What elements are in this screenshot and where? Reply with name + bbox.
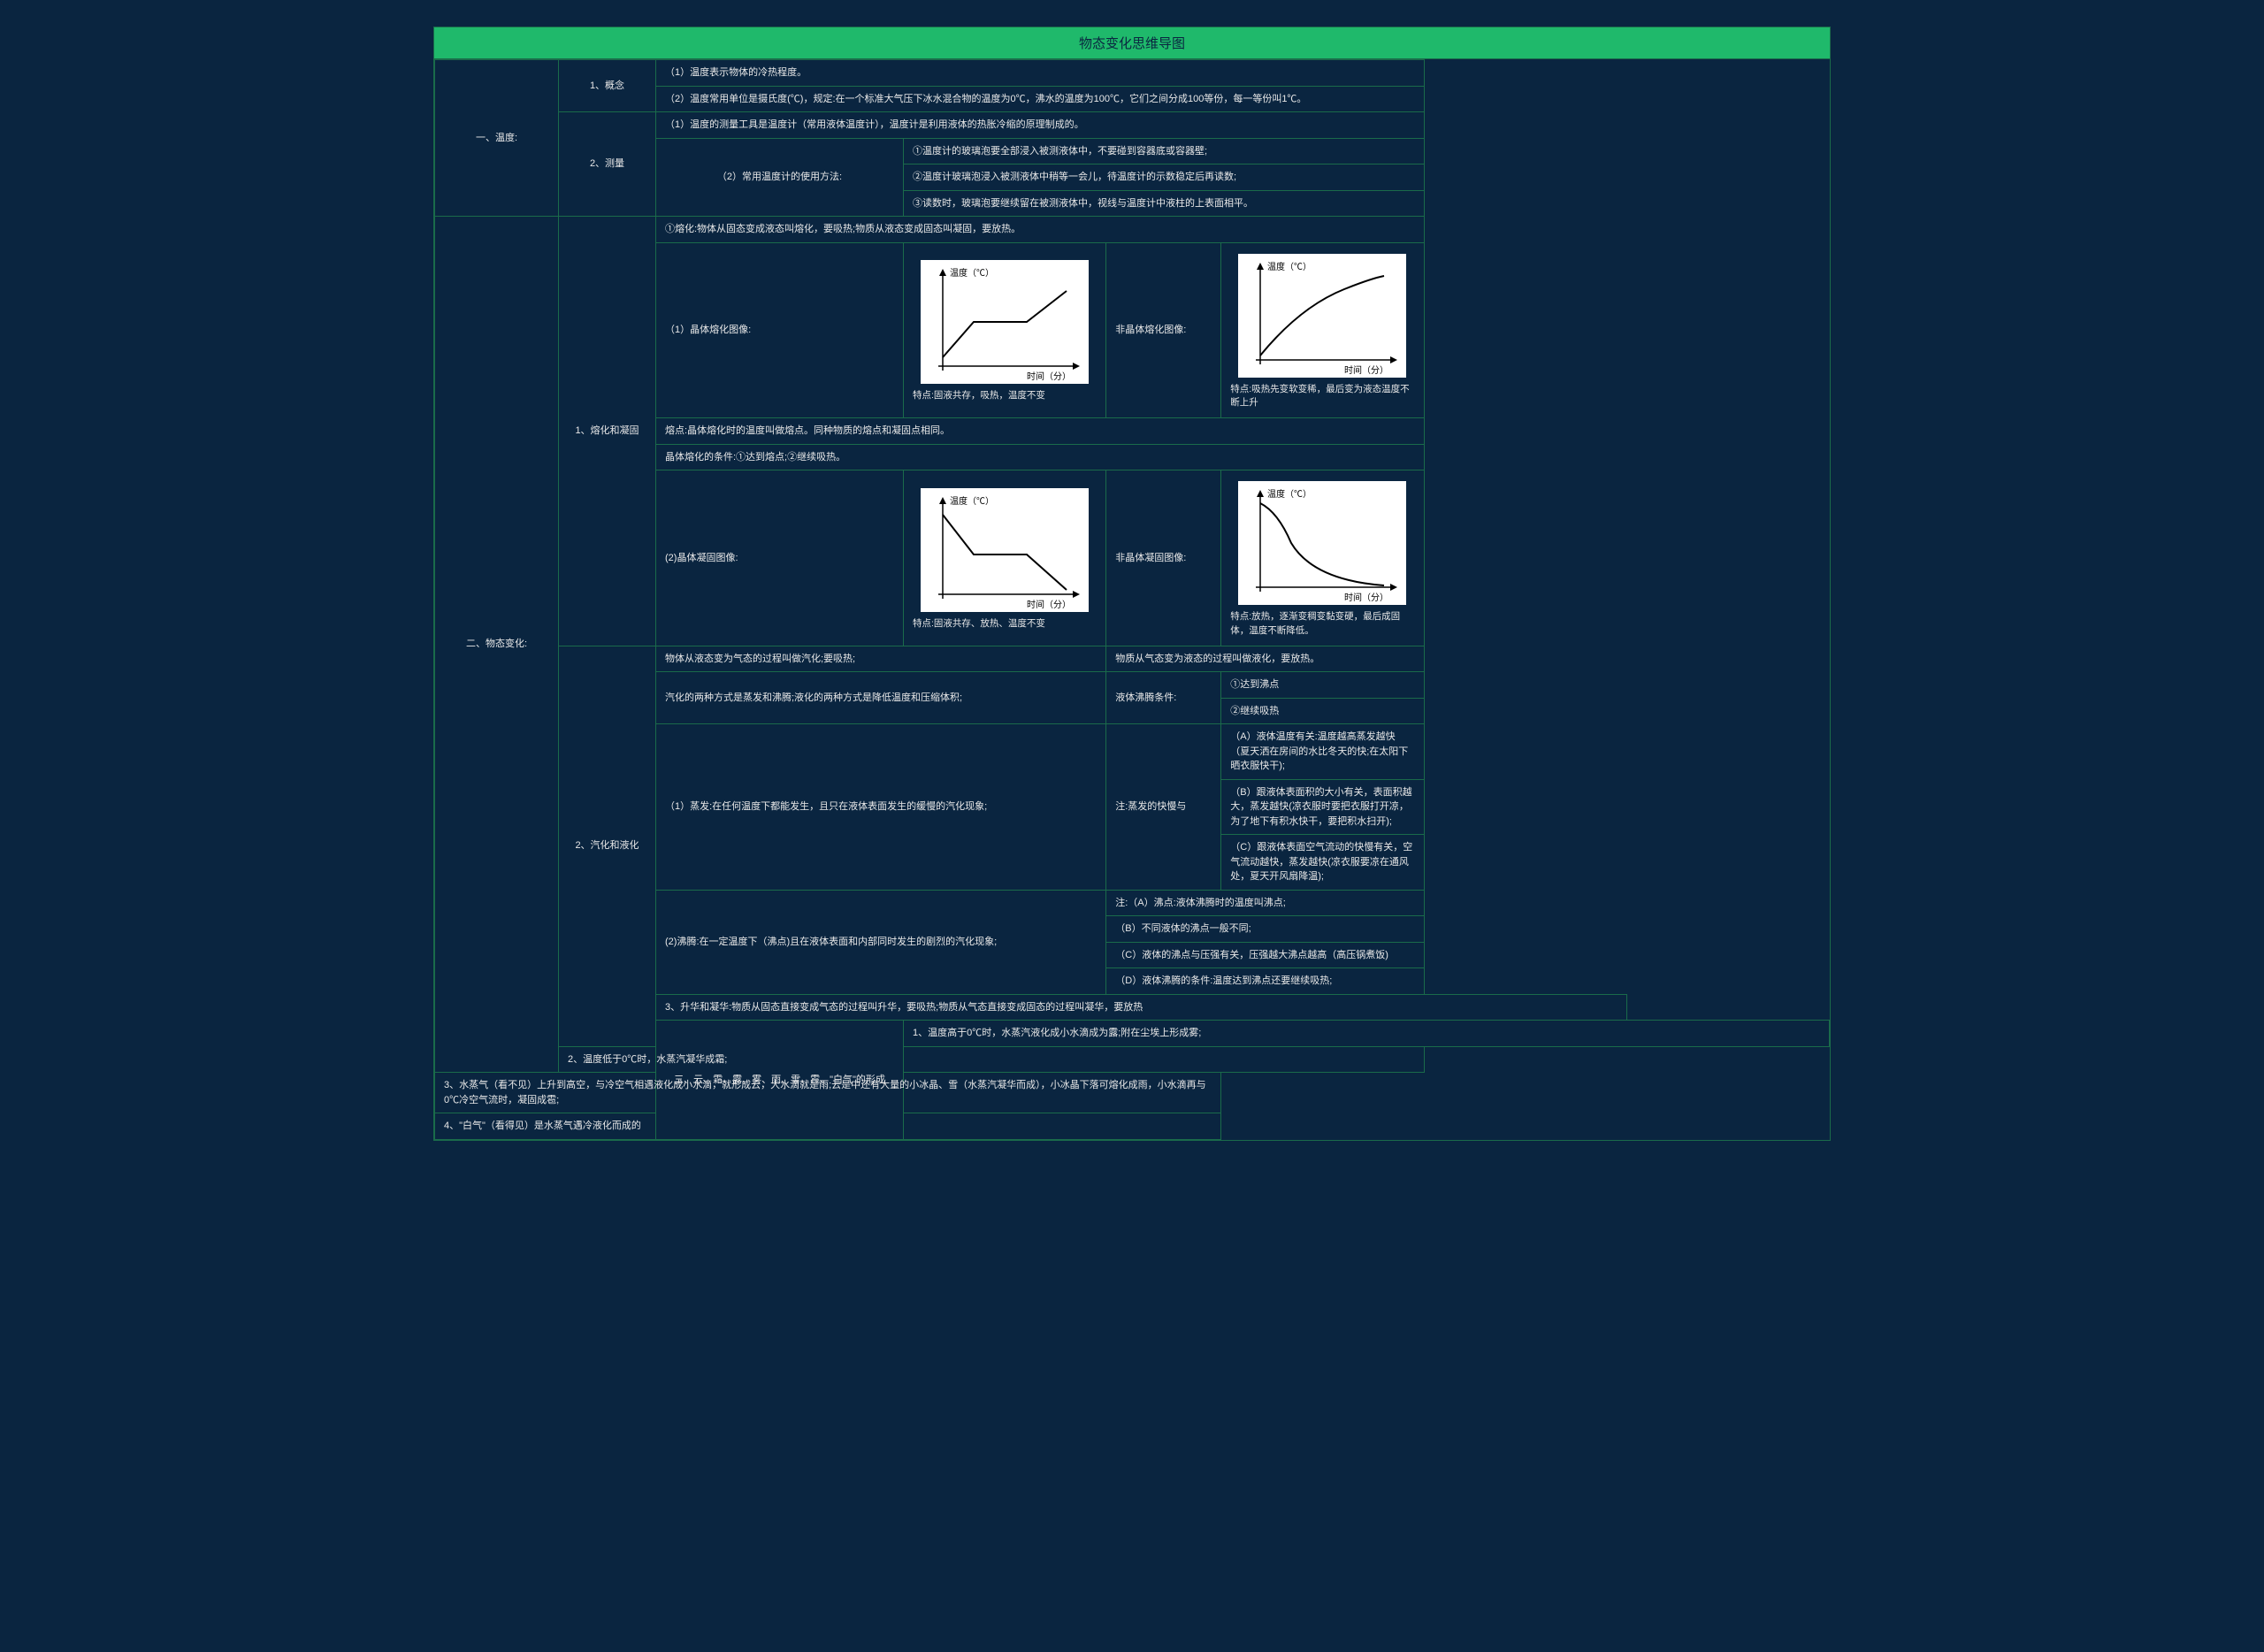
s2-evap-note-label: 注:蒸发的快慢与 [1106, 724, 1221, 891]
s2-g1-cell: 温度（℃） 时间（分） 特点:固液共存，吸热，温度不变 [904, 242, 1106, 418]
s2-meltpoint: 熔点:晶体熔化时的温度叫做熔点。同种物质的熔点和凝固点相同。 [656, 418, 1425, 445]
s2-vapor-a2: 物质从气态变为液态的过程叫做液化，要放热。 [1106, 646, 1424, 672]
section1-heading: 一、温度: [435, 60, 559, 217]
svg-text:温度（℃）: 温度（℃） [1267, 488, 1312, 500]
s2-melting-label: 1、熔化和凝固 [559, 217, 656, 646]
s2-evap-c: （C）跟液体表面空气流动的快慢有关，空气流动越快，蒸发越快(凉衣服要凉在通风处，… [1221, 835, 1424, 891]
s1-concept-label: 1、概念 [559, 60, 656, 112]
s2-g3-caption: 特点:固液共存、放热、温度不变 [913, 617, 1097, 631]
s2-boil-b: （B）不同液体的沸点一般不同; [1106, 916, 1424, 943]
s2-boil-cond1: ①达到沸点 [1221, 672, 1424, 699]
s2-evap-b: （B）跟液体表面积的大小有关，表面积越大，蒸发越快(凉衣服时要把衣服打开凉，为了… [1221, 779, 1424, 835]
s2-g2-caption: 特点:吸热先变软变稀，最后变为液态温度不断上升 [1230, 383, 1414, 411]
s3-r3: 3、水蒸气（看不见）上升到高空，与冷空气相遇液化成小水滴，就形成云，大水滴就是雨… [435, 1073, 1221, 1113]
s2-boil-cond-label: 液体沸腾条件: [1106, 672, 1221, 724]
s3-r4: 4、"白气"（看得见）是水蒸气遇冷液化而成的 [435, 1113, 1221, 1140]
content-table: 一、温度: 1、概念 （1）温度表示物体的冷热程度。 （2）温度常用单位是摄氏度… [434, 59, 1830, 1140]
s1-concept-2: （2）温度常用单位是摄氏度(℃)，规定:在一个标准大气压下冰水混合物的温度为0℃… [656, 86, 1425, 112]
s2-boil-a: 注:（A）沸点:液体沸腾时的温度叫沸点; [1106, 890, 1424, 916]
svg-text:时间（分）: 时间（分） [1344, 592, 1388, 603]
s3-r1: 1、温度高于0℃时，水蒸汽液化成小水滴成为露;附在尘埃上形成雾; [904, 1021, 1830, 1047]
svg-text:时间（分）: 时间（分） [1344, 364, 1388, 376]
s3-r2: 2、温度低于0℃时，水蒸汽凝华成霜; [559, 1046, 1425, 1073]
s2-melting-intro: ①熔化:物体从固态变成液态叫熔化，要吸热;物质从液态变成固态叫凝固，要放热。 [656, 217, 1425, 243]
svg-text:温度（℃）: 温度（℃） [950, 495, 994, 507]
title-bar: 物态变化思维导图 [434, 27, 1830, 59]
s2-g3-label: (2)晶体凝固图像: [656, 470, 904, 646]
s2-g4-cell: 温度（℃） 时间（分） 特点:放热，逐渐变稠变黏变硬，最后成固体，温度不断降低。 [1221, 470, 1424, 646]
s1-measure-m2: ②温度计玻璃泡浸入被测液体中稍等一会儿，待温度计的示数稳定后再读数; [904, 164, 1425, 191]
section2-heading: 二、物态变化: [435, 217, 559, 1073]
svg-text:时间（分）: 时间（分） [1027, 599, 1071, 610]
amorphous-melting-graph: 温度（℃） 时间（分） [1238, 254, 1406, 378]
amorphous-solidify-graph: 温度（℃） 时间（分） [1238, 481, 1406, 605]
s2-g3-cell: 温度（℃） 时间（分） 特点:固液共存、放热、温度不变 [904, 470, 1106, 646]
s2-melt-cond: 晶体熔化的条件:①达到熔点;②继续吸热。 [656, 444, 1425, 470]
s2-sublimation: 3、升华和凝华:物质从固态直接变成气态的过程叫升华，要吸热;物质从气态直接变成固… [656, 994, 1627, 1021]
svg-text:温度（℃）: 温度（℃） [950, 267, 994, 279]
svg-text:温度（℃）: 温度（℃） [1267, 261, 1312, 272]
s2-g4-caption: 特点:放热，逐渐变稠变黏变硬，最后成固体，温度不断降低。 [1230, 610, 1414, 639]
s2-g2-label: 非晶体熔化图像: [1106, 242, 1221, 418]
s1-measure-method-label: （2）常用温度计的使用方法: [656, 138, 904, 217]
s1-measure-label: 2、测量 [559, 112, 656, 217]
crystal-solidify-graph: 温度（℃） 时间（分） [921, 488, 1089, 612]
mindmap-table: 物态变化思维导图 一、温度: 1、概念 （1）温度表示物体的冷热程度。 （2）温… [433, 27, 1831, 1141]
s2-g2-cell: 温度（℃） 时间（分） 特点:吸热先变软变稀，最后变为液态温度不断上升 [1221, 242, 1424, 418]
s2-boil-c: （C）液体的沸点与压强有关，压强越大沸点越高（高压锅煮饭) [1106, 942, 1424, 968]
crystal-melting-graph: 温度（℃） 时间（分） [921, 260, 1089, 384]
s2-g1-caption: 特点:固液共存，吸热，温度不变 [913, 389, 1097, 403]
s1-concept-1: （1）温度表示物体的冷热程度。 [656, 60, 1425, 87]
s1-measure-1: （1）温度的测量工具是温度计（常用液体温度计），温度计是利用液体的热胀冷缩的原理… [656, 112, 1425, 139]
s2-boil-cond2: ②继续吸热 [1221, 698, 1424, 724]
s2-boil-d: （D）液体沸腾的条件:温度达到沸点还要继续吸热; [1106, 968, 1424, 995]
s1-measure-m1: ①温度计的玻璃泡要全部浸入被测液体中，不要碰到容器底或容器壁; [904, 138, 1425, 164]
s2-evap-a: （A）液体温度有关:温度越高蒸发越快（夏天洒在房间的水比冬天的快;在太阳下晒衣服… [1221, 724, 1424, 780]
s2-vapor-b: 汽化的两种方式是蒸发和沸腾;液化的两种方式是降低温度和压缩体积; [656, 672, 1106, 724]
s2-vapor-a1: 物体从液态变为气态的过程叫做汽化;要吸热; [656, 646, 1106, 672]
svg-text:时间（分）: 时间（分） [1027, 371, 1071, 382]
s2-g4-label: 非晶体凝固图像: [1106, 470, 1221, 646]
s2-boil-label: (2)沸腾:在一定温度下（沸点)且在液体表面和内部同时发生的剧烈的汽化现象; [656, 890, 1106, 994]
s2-g1-label: （1）晶体熔化图像: [656, 242, 904, 418]
s2-vapor-label: 2、汽化和液化 [559, 646, 656, 1046]
s1-measure-m3: ③读数时，玻璃泡要继续留在被测液体中，视线与温度计中液柱的上表面相平。 [904, 190, 1425, 217]
s2-evap-label: （1）蒸发:在任何温度下都能发生，且只在液体表面发生的缓慢的汽化现象; [656, 724, 1106, 891]
